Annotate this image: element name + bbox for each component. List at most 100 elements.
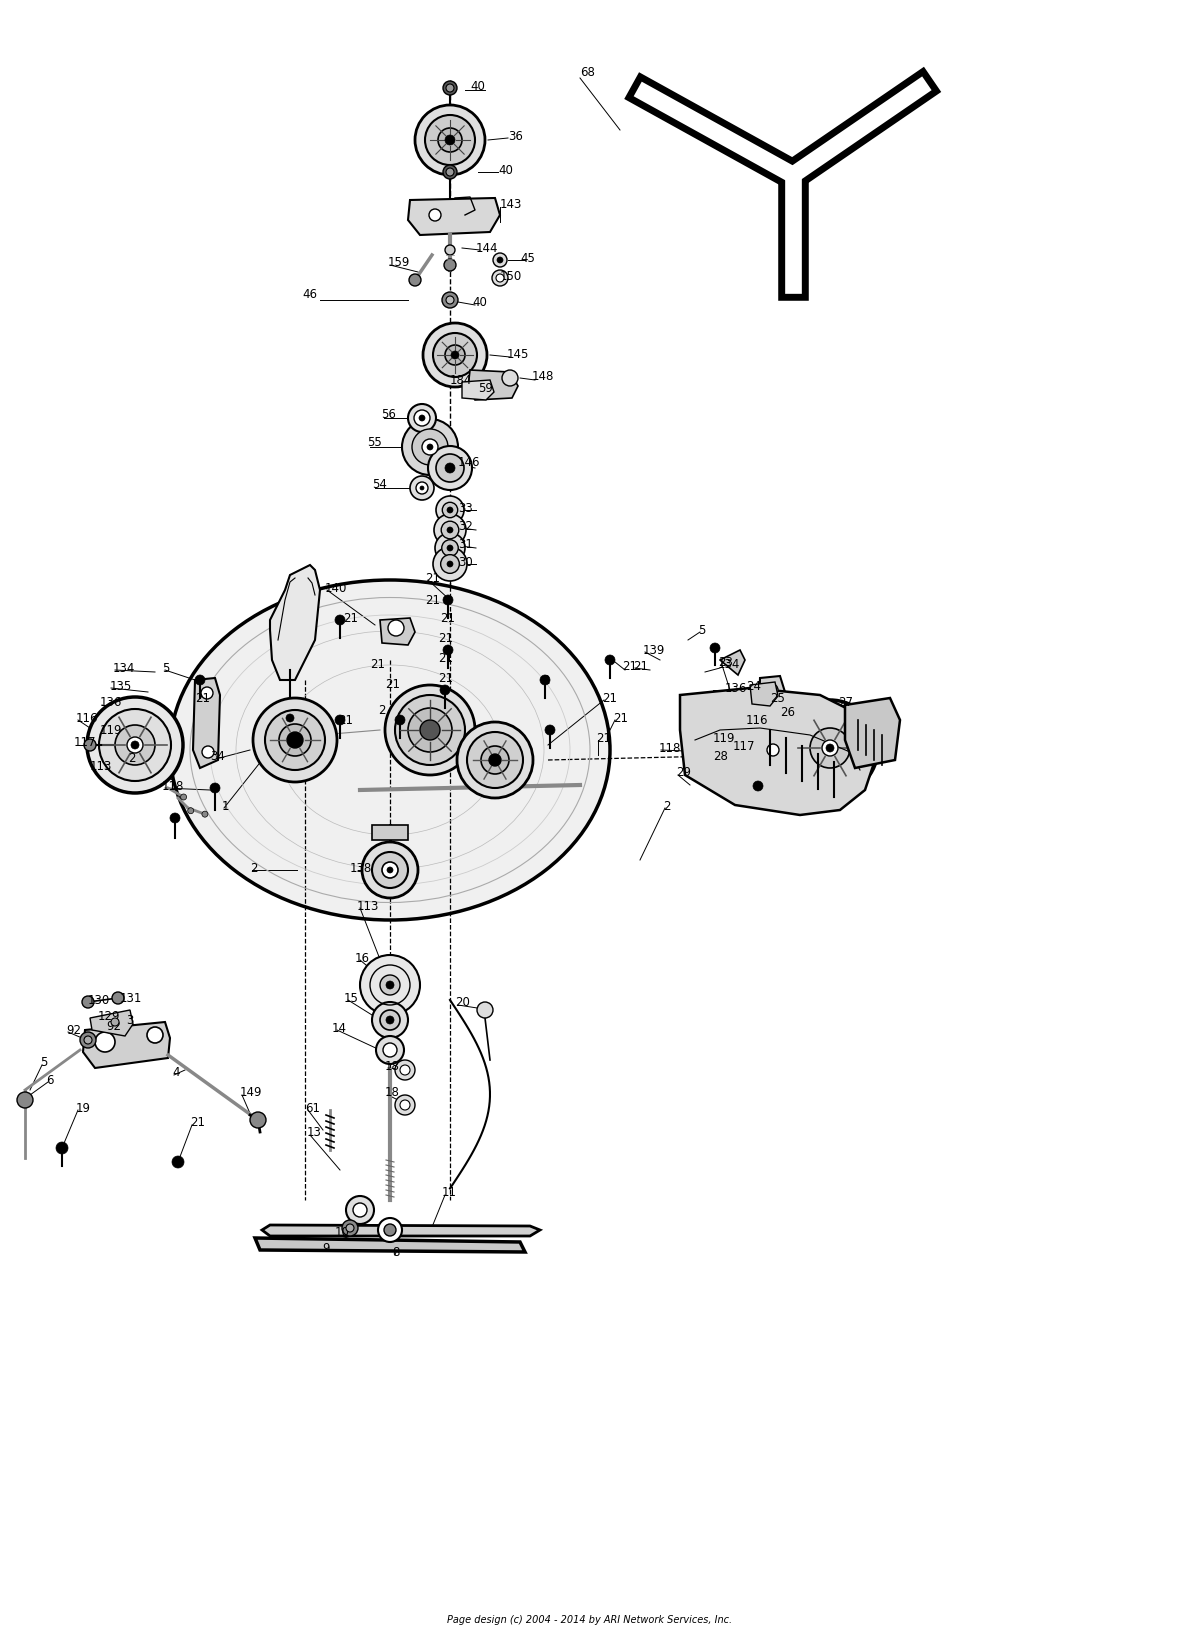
Text: 25: 25: [771, 692, 785, 705]
Polygon shape: [262, 1225, 540, 1235]
Text: 144: 144: [476, 242, 498, 255]
Text: 135: 135: [110, 680, 132, 692]
Circle shape: [387, 866, 393, 873]
Circle shape: [353, 1202, 367, 1217]
Text: 116: 116: [76, 712, 98, 725]
Text: 145: 145: [507, 348, 530, 361]
Text: 68: 68: [581, 66, 595, 79]
Circle shape: [420, 486, 424, 491]
Circle shape: [753, 781, 763, 791]
Text: 61: 61: [304, 1102, 320, 1115]
Circle shape: [414, 410, 430, 427]
Text: 21: 21: [632, 659, 648, 672]
Circle shape: [382, 861, 398, 878]
Text: ARI Parts
Stream: ARI Parts Stream: [408, 735, 452, 756]
Text: 29: 29: [676, 766, 691, 779]
Text: 6: 6: [46, 1074, 53, 1087]
Circle shape: [442, 646, 453, 656]
Circle shape: [385, 685, 476, 776]
Polygon shape: [408, 198, 500, 236]
Text: 118: 118: [658, 741, 681, 754]
Circle shape: [446, 296, 454, 305]
Circle shape: [386, 982, 394, 988]
Circle shape: [496, 273, 504, 282]
Text: 2: 2: [663, 799, 670, 812]
Circle shape: [445, 344, 465, 366]
Text: 2: 2: [542, 674, 550, 687]
Text: 1: 1: [222, 799, 229, 812]
Text: 21: 21: [195, 692, 210, 705]
Text: 40: 40: [470, 81, 485, 94]
Text: 149: 149: [240, 1087, 262, 1100]
Text: 119: 119: [100, 723, 123, 736]
Text: 140: 140: [324, 581, 347, 595]
Circle shape: [492, 270, 509, 287]
Circle shape: [445, 245, 455, 255]
Circle shape: [605, 656, 615, 665]
Circle shape: [640, 87, 651, 99]
Text: 113: 113: [90, 759, 112, 772]
Text: 143: 143: [500, 199, 523, 211]
Circle shape: [202, 812, 208, 817]
Circle shape: [376, 1036, 404, 1064]
Text: 31: 31: [458, 537, 473, 550]
Circle shape: [84, 740, 96, 751]
Text: 14: 14: [332, 1021, 347, 1034]
Text: 117: 117: [74, 736, 97, 749]
Text: 27: 27: [838, 697, 853, 710]
Text: 21: 21: [371, 659, 385, 672]
Circle shape: [445, 463, 455, 473]
Circle shape: [335, 614, 345, 624]
Circle shape: [467, 731, 523, 787]
Text: 134: 134: [717, 659, 740, 672]
Text: 33: 33: [458, 501, 473, 514]
Text: 15: 15: [345, 991, 359, 1005]
Circle shape: [442, 81, 457, 96]
Circle shape: [395, 1061, 415, 1080]
Text: 21: 21: [425, 572, 440, 585]
Text: 5: 5: [162, 662, 170, 675]
Circle shape: [419, 415, 425, 422]
Text: 3: 3: [126, 1013, 133, 1026]
Circle shape: [81, 996, 94, 1008]
Circle shape: [412, 428, 448, 464]
Circle shape: [871, 743, 883, 754]
Text: 5: 5: [40, 1056, 47, 1069]
Text: 21: 21: [596, 731, 611, 744]
Polygon shape: [463, 380, 494, 400]
Circle shape: [188, 807, 194, 814]
Circle shape: [767, 744, 779, 756]
Circle shape: [422, 323, 487, 387]
Circle shape: [131, 741, 139, 749]
Text: 16: 16: [355, 952, 371, 965]
Circle shape: [794, 712, 866, 784]
Circle shape: [545, 725, 555, 735]
Circle shape: [481, 746, 509, 774]
Circle shape: [442, 502, 458, 517]
Circle shape: [253, 698, 337, 782]
Circle shape: [250, 1112, 266, 1128]
Circle shape: [447, 545, 453, 552]
Circle shape: [434, 514, 466, 547]
Text: 136: 136: [100, 697, 123, 710]
Circle shape: [441, 520, 459, 539]
Text: 21: 21: [438, 631, 453, 644]
Circle shape: [210, 782, 219, 792]
Text: 116: 116: [746, 713, 768, 726]
Circle shape: [782, 700, 878, 796]
Text: 117: 117: [733, 741, 755, 753]
Text: 26: 26: [780, 707, 795, 720]
Circle shape: [372, 851, 408, 888]
Polygon shape: [194, 679, 219, 768]
Circle shape: [55, 1141, 68, 1155]
Text: 34: 34: [210, 751, 225, 764]
Circle shape: [201, 687, 214, 698]
Text: 2: 2: [250, 861, 257, 875]
Polygon shape: [468, 371, 518, 400]
Circle shape: [425, 115, 476, 165]
Circle shape: [80, 1033, 96, 1047]
Text: 21: 21: [602, 692, 617, 705]
Text: 13: 13: [307, 1127, 322, 1140]
Circle shape: [380, 975, 400, 995]
Circle shape: [446, 168, 454, 176]
